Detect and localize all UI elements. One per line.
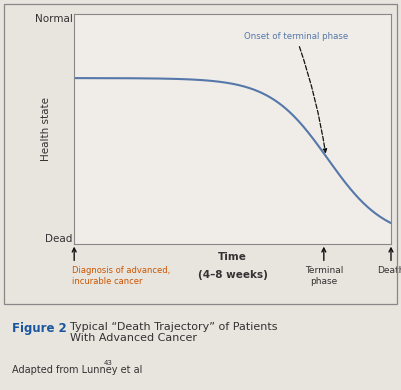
Text: Normal: Normal [35,14,73,24]
Text: Typical “Death Trajectory” of Patients
With Advanced Cancer: Typical “Death Trajectory” of Patients W… [70,322,277,343]
Text: 43: 43 [103,360,112,366]
Text: (4–8 weeks): (4–8 weeks) [198,270,267,280]
Text: Death: Death [377,266,401,275]
Bar [4,4,397,304]
Text: Onset of terminal phase: Onset of terminal phase [244,32,348,152]
Text: Adapted from Lunney et al: Adapted from Lunney et al [12,365,142,375]
Text: Diagnosis of advanced,
incurable cancer: Diagnosis of advanced, incurable cancer [72,266,170,286]
Text: Figure 2: Figure 2 [12,322,67,335]
Text: Dead: Dead [45,234,73,244]
Text: Terminal
phase: Terminal phase [305,266,343,286]
Text: Time: Time [218,252,247,262]
Text: Health state: Health state [41,97,51,161]
